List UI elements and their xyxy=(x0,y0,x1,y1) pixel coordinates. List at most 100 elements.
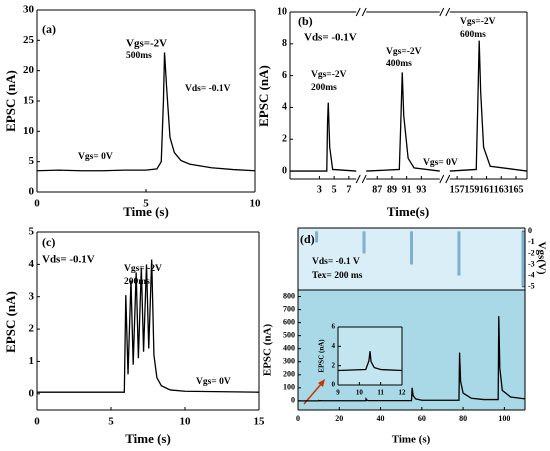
x-tick-label: 11 xyxy=(377,389,384,397)
y-tick-label: 25 xyxy=(23,34,35,46)
axis-break xyxy=(445,7,451,17)
y-tick-label: 1 xyxy=(29,355,35,367)
y-tick-label: 800 xyxy=(283,291,295,300)
data-line xyxy=(298,316,526,402)
x-tick-label: 87 xyxy=(372,184,382,195)
annotation: 200ms xyxy=(311,83,337,93)
vgs-pulse xyxy=(362,231,366,254)
y-tick-label: 3 xyxy=(29,290,35,302)
annotation: Vgs= 0V xyxy=(196,377,231,387)
annotation: Vgs=-2V xyxy=(126,38,167,50)
vgs-pulse xyxy=(315,231,319,243)
y2-tick-label: 0 xyxy=(528,226,532,235)
y-tick-label: 4 xyxy=(29,258,35,270)
annotation: Vgs= -2V xyxy=(124,264,162,274)
x-tick-label: 157 xyxy=(450,184,465,195)
annotation: 400ms xyxy=(386,59,412,69)
y-tick-label: 200 xyxy=(283,370,295,379)
y-tick-label: 6 xyxy=(332,323,336,331)
y-tick-label: 4 xyxy=(282,102,287,113)
x-axis-title: Time (s) xyxy=(125,431,171,446)
y-tick-label: 0 xyxy=(282,165,287,176)
axis-break xyxy=(439,7,445,17)
annotation: 500ms xyxy=(126,51,152,61)
y-axis-title: EPSC (nA) xyxy=(262,324,274,377)
x-tick-label: 93 xyxy=(416,184,426,195)
y-tick-label: 20 xyxy=(23,64,35,76)
vgs-pulse xyxy=(457,231,461,276)
y-tick-label: 6 xyxy=(282,70,287,81)
y-tick-label: 600 xyxy=(283,317,295,326)
y2-tick-label: -2 xyxy=(528,248,535,257)
x-tick-label: 5 xyxy=(332,184,337,195)
x-tick-label: 10 xyxy=(250,198,262,210)
x-tick-label: 159 xyxy=(464,184,479,195)
annotation: 200ms xyxy=(124,277,150,287)
x-tick-label: 40 xyxy=(377,414,385,423)
y-tick-label: 5 xyxy=(29,155,35,167)
x-tick-label: 0 xyxy=(296,414,300,423)
x-tick-label: 91 xyxy=(402,184,412,195)
vgs-pulse xyxy=(521,231,525,287)
x-axis-title: Time (s) xyxy=(392,434,431,446)
axis-break xyxy=(361,174,367,184)
panel-label: (b) xyxy=(298,14,313,28)
y-tick-label: 30 xyxy=(23,4,35,16)
y-tick-label: 100 xyxy=(283,383,295,392)
y-axis-title: EPSC (nA) xyxy=(3,70,18,132)
y-axis-title: EPSC (nA) xyxy=(318,339,326,373)
axis-break xyxy=(445,174,451,184)
x-tick-label: 20 xyxy=(335,414,343,423)
panel-label: (d) xyxy=(300,232,315,246)
annotation: Vds= -0.1V xyxy=(185,84,231,94)
x-tick-label: 89 xyxy=(387,184,397,195)
x-tick-label: 100 xyxy=(498,414,510,423)
x-tick-label: 7 xyxy=(346,184,351,195)
x-tick-label: 80 xyxy=(459,414,467,423)
arrow-head xyxy=(318,379,325,387)
y-tick-label: 2 xyxy=(332,361,336,369)
x-tick-label: 3 xyxy=(317,184,322,195)
annotation: Vgs=-2V xyxy=(386,47,422,57)
y-tick-label: 0 xyxy=(29,387,35,399)
y-tick-label: 2 xyxy=(29,323,35,335)
y-tick-label: 400 xyxy=(283,344,295,353)
axis-break xyxy=(355,174,361,184)
x-tick-label: 10 xyxy=(180,416,192,428)
annotation: Vgs=-2V xyxy=(311,70,347,80)
y-tick-label: 8 xyxy=(282,38,287,49)
y-tick-label: 300 xyxy=(283,357,295,366)
x-tick-label: 10 xyxy=(356,389,364,397)
y-axis-title: EPSC (nA) xyxy=(3,291,18,353)
axis-break xyxy=(361,7,367,17)
panel-label: (a) xyxy=(42,22,56,36)
y-tick-label: 10 xyxy=(23,125,35,137)
annotation: Vgs= 0V xyxy=(423,158,458,168)
vgs-pulse xyxy=(410,231,413,265)
axis-break xyxy=(355,7,361,17)
y-tick-label: 4 xyxy=(332,342,336,350)
x-tick-label: 0 xyxy=(34,416,40,428)
annotation: 600ms xyxy=(460,30,486,40)
y-axis-title: EPSC (nA) xyxy=(256,65,271,127)
y-tick-label: 0 xyxy=(332,381,336,389)
y2-tick-label: -3 xyxy=(528,259,535,268)
axis-break xyxy=(439,174,445,184)
x-tick-label: 12 xyxy=(399,389,407,397)
data-line xyxy=(337,351,403,372)
y2-tick-label: -5 xyxy=(528,282,535,291)
x-axis-title: Time(s) xyxy=(387,204,429,219)
annotation: Vds= -0.1V xyxy=(304,32,357,44)
annotation: Vgs= 0V xyxy=(78,152,113,162)
y-tick-label: 10 xyxy=(277,6,287,17)
annotation: Tex= 200 ms xyxy=(312,271,363,281)
y2-tick-label: -4 xyxy=(528,270,535,279)
x-tick-label: 9 xyxy=(336,389,340,397)
x-axis-title: Time (s) xyxy=(123,204,169,219)
x-tick-label: 161 xyxy=(479,184,494,195)
x-tick-label: 165 xyxy=(508,184,523,195)
y-tick-label: 500 xyxy=(283,330,295,339)
annotation: Vds= -0.1 V xyxy=(312,257,360,267)
x-tick-label: 163 xyxy=(494,184,509,195)
y-tick-label: 5 xyxy=(29,226,35,238)
